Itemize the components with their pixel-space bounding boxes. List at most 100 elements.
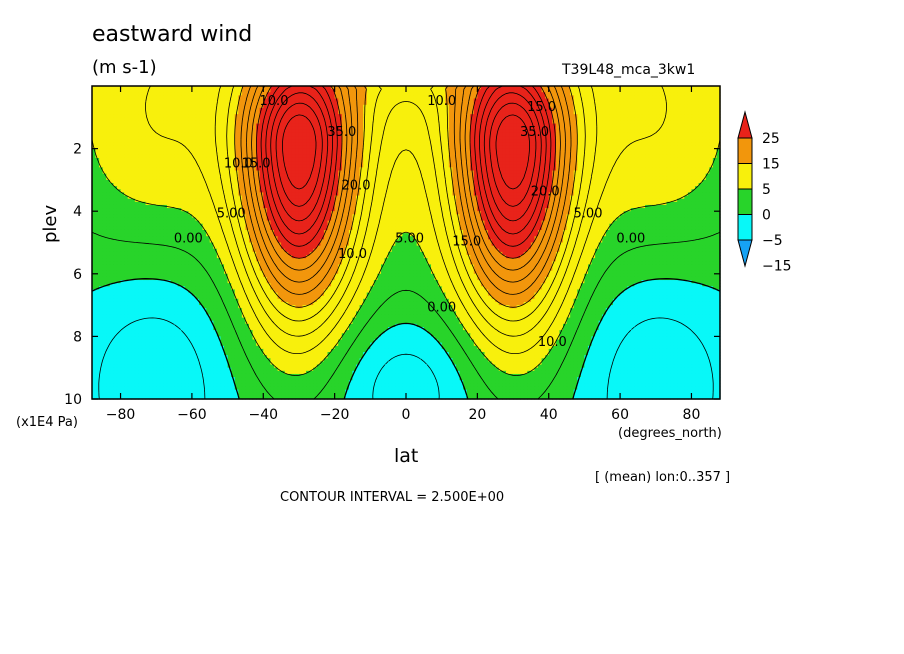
field-cell bbox=[616, 161, 621, 165]
field-cell bbox=[637, 161, 643, 165]
field-cell bbox=[473, 132, 478, 137]
field-cell bbox=[620, 145, 625, 150]
field-cell bbox=[455, 126, 461, 131]
field-cell bbox=[273, 126, 279, 131]
field-cell bbox=[331, 92, 336, 96]
field-cell bbox=[687, 142, 693, 147]
field-cell bbox=[149, 111, 154, 115]
field-cell bbox=[680, 154, 685, 159]
field-cell bbox=[502, 132, 507, 137]
field-cell bbox=[284, 154, 289, 159]
field-cell bbox=[352, 123, 357, 128]
field-cell bbox=[377, 170, 382, 175]
field-cell bbox=[587, 123, 593, 128]
field-cell bbox=[484, 86, 489, 90]
field-cell bbox=[309, 129, 314, 134]
field-cell bbox=[277, 123, 282, 128]
field-cell bbox=[316, 142, 321, 147]
field-cell bbox=[152, 104, 157, 109]
field-cell bbox=[527, 126, 532, 131]
field-cell bbox=[577, 126, 582, 131]
field-cell bbox=[409, 161, 414, 165]
field-cell bbox=[166, 114, 172, 118]
field-cell bbox=[373, 151, 379, 156]
field-cell bbox=[159, 114, 164, 118]
field-cell bbox=[459, 120, 464, 125]
field-cell bbox=[381, 151, 386, 156]
field-cell bbox=[227, 157, 232, 162]
field-cell bbox=[388, 132, 393, 137]
field-cell bbox=[391, 142, 396, 147]
field-cell bbox=[566, 142, 571, 147]
field-cell bbox=[402, 129, 407, 134]
field-cell bbox=[570, 126, 575, 131]
field-cell bbox=[648, 167, 653, 172]
field-cell bbox=[648, 132, 653, 137]
field-cell bbox=[220, 111, 225, 115]
field-cell bbox=[473, 126, 478, 131]
field-cell bbox=[430, 132, 436, 137]
field-cell bbox=[191, 136, 197, 140]
field-cell bbox=[99, 101, 104, 106]
field-cell bbox=[313, 92, 318, 96]
field-cell bbox=[370, 117, 375, 122]
field-cell bbox=[145, 95, 150, 100]
field-cell bbox=[124, 136, 129, 140]
field-cell bbox=[527, 161, 532, 165]
field-cell bbox=[416, 92, 421, 96]
field-cell bbox=[420, 117, 425, 122]
field-cell bbox=[277, 117, 282, 122]
field-cell bbox=[391, 95, 396, 100]
field-cell bbox=[363, 114, 368, 118]
field-cell bbox=[170, 151, 175, 156]
field-cell bbox=[109, 129, 115, 134]
field-cell bbox=[92, 120, 97, 125]
field-cell bbox=[199, 139, 204, 143]
field-cell bbox=[356, 86, 361, 90]
field-cell bbox=[316, 148, 321, 153]
field-cell bbox=[709, 167, 714, 172]
field-cell bbox=[170, 173, 175, 178]
field-cell bbox=[677, 114, 682, 118]
field-cell bbox=[463, 107, 468, 112]
field-cell bbox=[488, 123, 493, 128]
field-cell bbox=[249, 92, 254, 96]
field-cell bbox=[124, 151, 129, 156]
field-cell bbox=[373, 129, 379, 134]
field-cell bbox=[366, 98, 371, 103]
field-cell bbox=[102, 126, 107, 131]
field-cell bbox=[441, 142, 446, 147]
field-cell bbox=[273, 170, 279, 175]
field-cell bbox=[234, 98, 239, 103]
field-cell bbox=[648, 164, 653, 168]
field-cell bbox=[256, 161, 261, 165]
field-cell bbox=[213, 111, 218, 115]
field-cell bbox=[113, 123, 118, 128]
field-cell bbox=[256, 111, 261, 115]
field-cell bbox=[534, 157, 539, 162]
field-cell bbox=[313, 129, 318, 134]
field-cell bbox=[231, 92, 236, 96]
field-cell bbox=[395, 126, 400, 131]
field-cell bbox=[473, 111, 478, 115]
field-cell bbox=[202, 151, 207, 156]
field-cell bbox=[152, 111, 157, 115]
field-cell bbox=[206, 98, 211, 103]
field-cell bbox=[691, 107, 696, 112]
field-cell bbox=[566, 126, 571, 131]
field-cell bbox=[234, 139, 239, 143]
field-cell bbox=[509, 104, 514, 109]
field-cell bbox=[452, 95, 457, 100]
field-cell bbox=[416, 120, 421, 125]
field-cell bbox=[245, 170, 250, 175]
field-cell bbox=[291, 167, 296, 172]
field-cell bbox=[645, 142, 650, 147]
field-cell bbox=[391, 111, 396, 115]
field-cell bbox=[695, 123, 700, 128]
field-cell bbox=[634, 132, 639, 137]
field-cell bbox=[145, 107, 150, 112]
field-cell bbox=[430, 126, 436, 131]
field-cell bbox=[573, 157, 578, 162]
field-cell bbox=[109, 126, 115, 131]
field-cell bbox=[384, 126, 389, 131]
